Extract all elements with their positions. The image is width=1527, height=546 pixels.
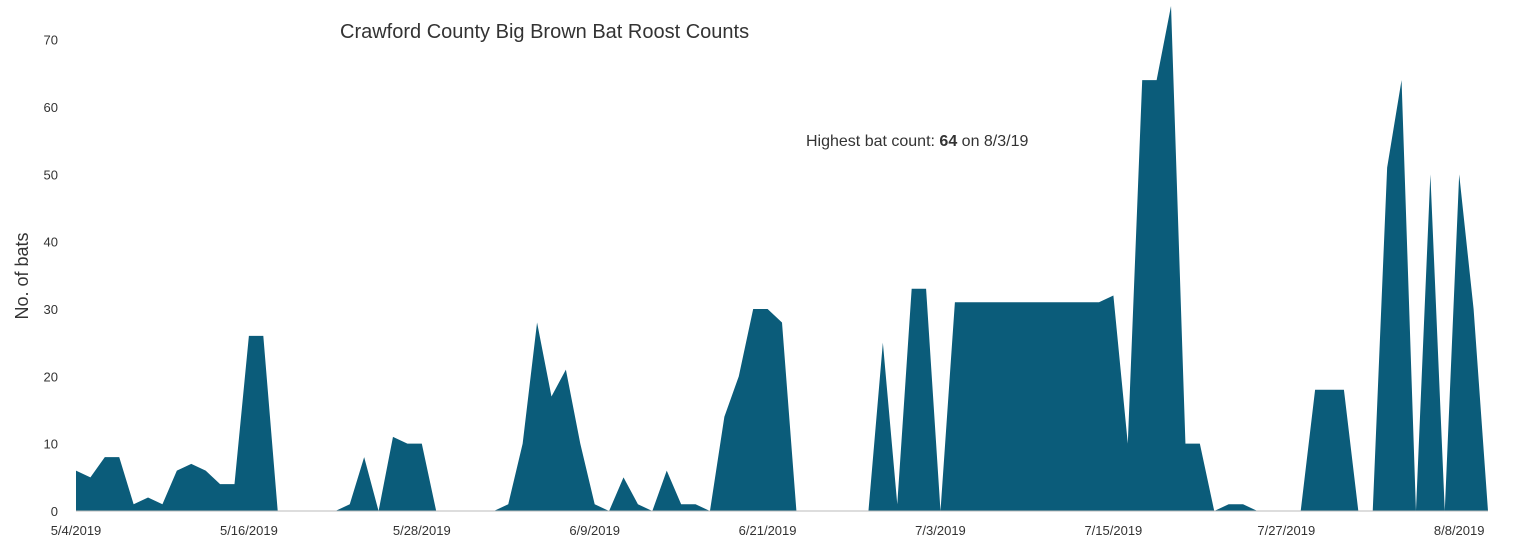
x-tick-label: 7/3/2019 [915, 523, 966, 538]
y-tick-label: 20 [44, 369, 58, 384]
annotation-text: on 8/3/19 [957, 133, 1028, 150]
x-tick-label: 7/15/2019 [1084, 523, 1142, 538]
annotation-text: Highest bat count: [806, 133, 939, 150]
x-tick-label: 7/27/2019 [1257, 523, 1315, 538]
area [76, 6, 1488, 511]
annotation-value: 64 [939, 133, 957, 150]
y-axis-label: No. of bats [12, 232, 32, 319]
x-tick-label: 6/21/2019 [739, 523, 797, 538]
y-tick-label: 70 [44, 33, 58, 48]
y-tick-label: 10 [44, 437, 58, 452]
x-tick-label: 6/9/2019 [569, 523, 620, 538]
x-tick-label: 5/28/2019 [393, 523, 451, 538]
x-tick-label: 8/8/2019 [1434, 523, 1485, 538]
y-tick-label: 0 [51, 504, 58, 519]
y-tick-label: 50 [44, 167, 58, 182]
x-tick-label: 5/16/2019 [220, 523, 278, 538]
y-tick-label: 60 [44, 100, 58, 115]
y-tick-label: 40 [44, 235, 58, 250]
y-tick-label: 30 [44, 302, 58, 317]
x-tick-label: 5/4/2019 [51, 523, 102, 538]
chart-title: Crawford County Big Brown Bat Roost Coun… [340, 21, 749, 43]
annotation: Highest bat count: 64 on 8/3/19 [806, 133, 1028, 150]
